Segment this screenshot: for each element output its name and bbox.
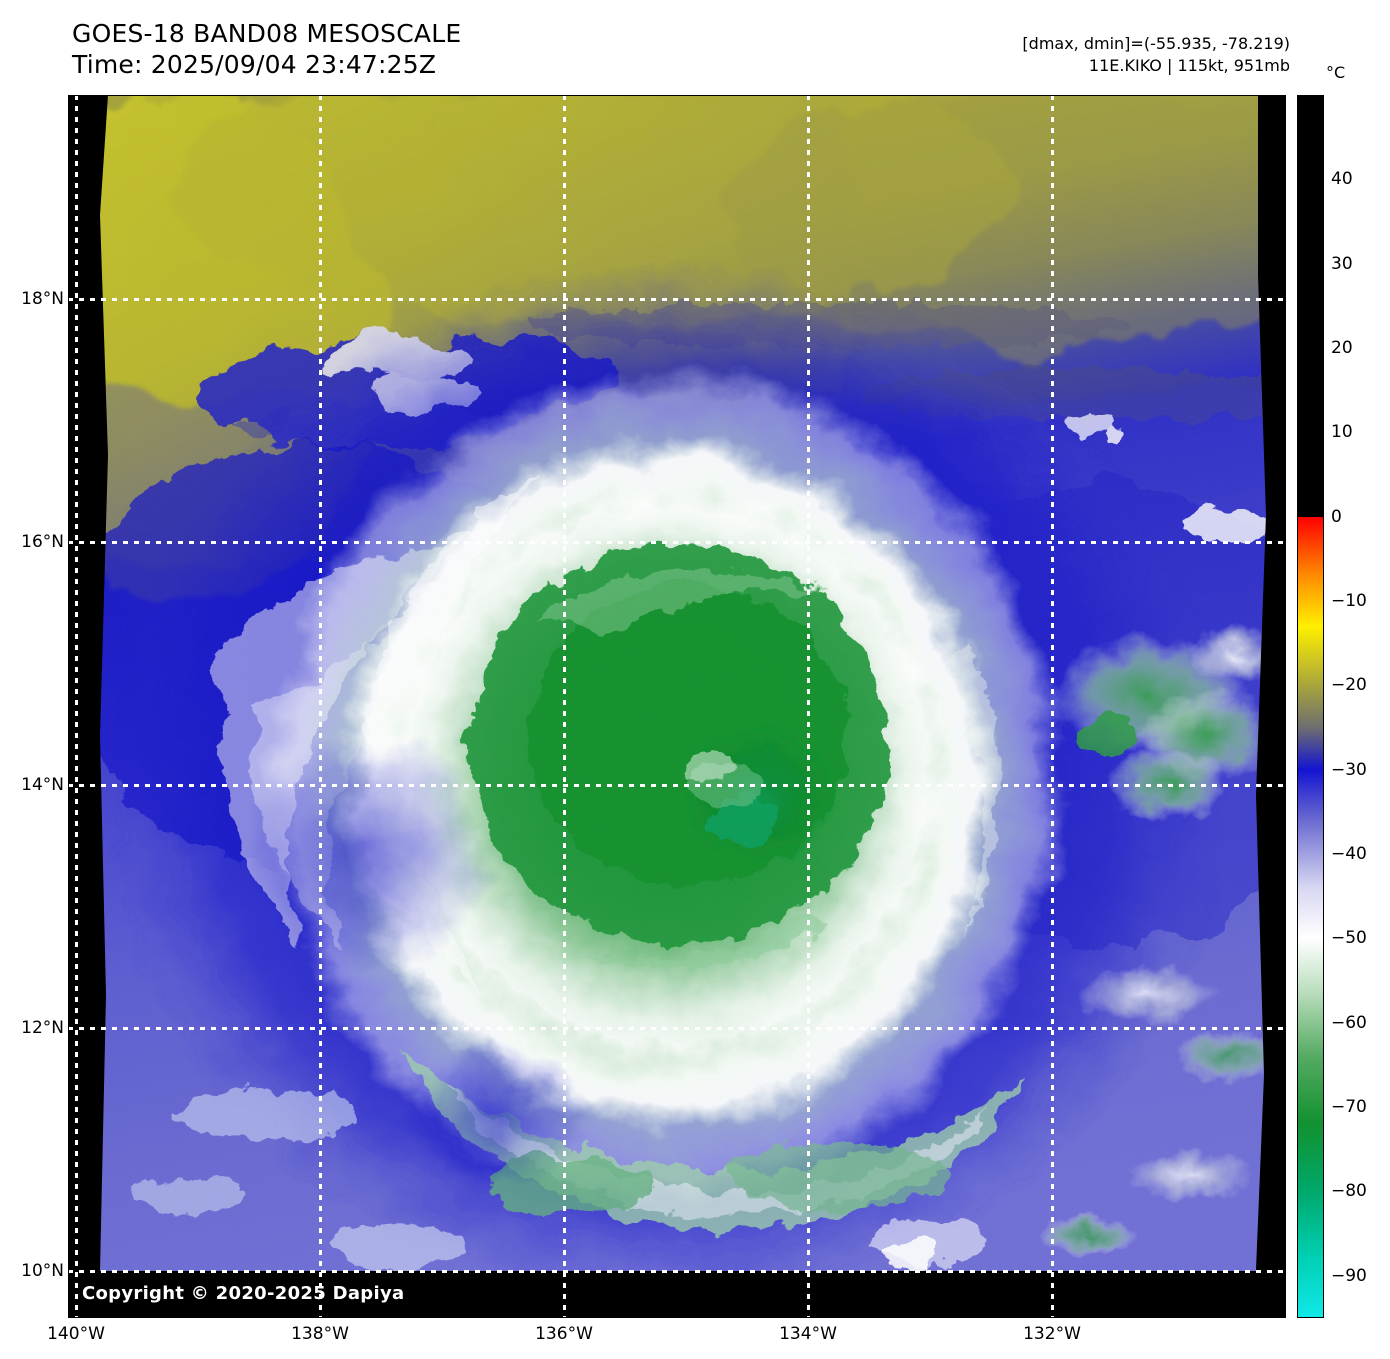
timestamp-label: Time: 2025/09/04 23:47:25Z — [72, 50, 437, 79]
ytick-label-12N: 12°N — [21, 1018, 64, 1038]
colorbar-tick-m40: −40 — [1331, 844, 1367, 865]
gridline-lon-136 — [563, 95, 566, 1318]
colorbar-tick-m70: −70 — [1331, 1097, 1367, 1118]
colorbar-tick-m10: −10 — [1331, 591, 1367, 612]
colorbar-tick-0: 0 — [1331, 506, 1342, 527]
colorbar-tick-m80: −80 — [1331, 1181, 1367, 1202]
gridline-lon-134 — [807, 95, 810, 1318]
product-title: GOES-18 BAND08 MESOSCALE — [72, 19, 462, 48]
satellite-image-plot[interactable]: Copyright © 2020-2025 Dapiya — [68, 95, 1286, 1318]
copyright-label: Copyright © 2020-2025 Dapiya — [82, 1283, 405, 1304]
gridline-lon-138 — [319, 95, 322, 1318]
xtick-label-138W: 138°W — [291, 1324, 349, 1344]
colorbar[interactable] — [1297, 95, 1324, 1318]
colorbar-tick-30: 30 — [1331, 253, 1353, 274]
gridline-lat-16 — [68, 541, 1286, 544]
gridline-lat-10 — [68, 1270, 1286, 1273]
gridline-lon-140 — [75, 95, 78, 1318]
colorbar-tick-40: 40 — [1331, 169, 1353, 190]
colorbar-tick-m90: −90 — [1331, 1265, 1367, 1286]
gridline-lat-12 — [68, 1027, 1286, 1030]
satellite-imagery — [68, 95, 1286, 1318]
metadata-block: [dmax, dmin]=(-55.935, -78.219) 11E.KIKO… — [1022, 33, 1290, 77]
ytick-label-14N: 14°N — [21, 775, 64, 795]
data-range-label: [dmax, dmin]=(-55.935, -78.219) — [1022, 34, 1290, 53]
colorbar-gradient — [1298, 96, 1323, 1317]
colorbar-tick-m50: −50 — [1331, 928, 1367, 949]
colorbar-tick-20: 20 — [1331, 338, 1353, 359]
colorbar-tick-10: 10 — [1331, 422, 1353, 443]
gridline-lat-18 — [68, 298, 1286, 301]
colorbar-tick-m60: −60 — [1331, 1012, 1367, 1033]
ytick-label-10N: 10°N — [21, 1261, 64, 1281]
ytick-label-18N: 18°N — [21, 289, 64, 309]
colorbar-tick-m20: −20 — [1331, 675, 1367, 696]
xtick-label-140W: 140°W — [47, 1324, 105, 1344]
title-block: GOES-18 BAND08 MESOSCALE Time: 2025/09/0… — [72, 18, 461, 80]
xtick-label-134W: 134°W — [779, 1324, 837, 1344]
colorbar-tick-m30: −30 — [1331, 759, 1367, 780]
xtick-label-132W: 132°W — [1023, 1324, 1081, 1344]
gridline-lat-14 — [68, 784, 1286, 787]
gridline-lon-132 — [1051, 95, 1054, 1318]
ytick-label-16N: 16°N — [21, 532, 64, 552]
storm-info-label: 11E.KIKO | 115kt, 951mb — [1088, 56, 1290, 75]
xtick-label-136W: 136°W — [535, 1324, 593, 1344]
colorbar-unit-label: °C — [1326, 63, 1346, 82]
